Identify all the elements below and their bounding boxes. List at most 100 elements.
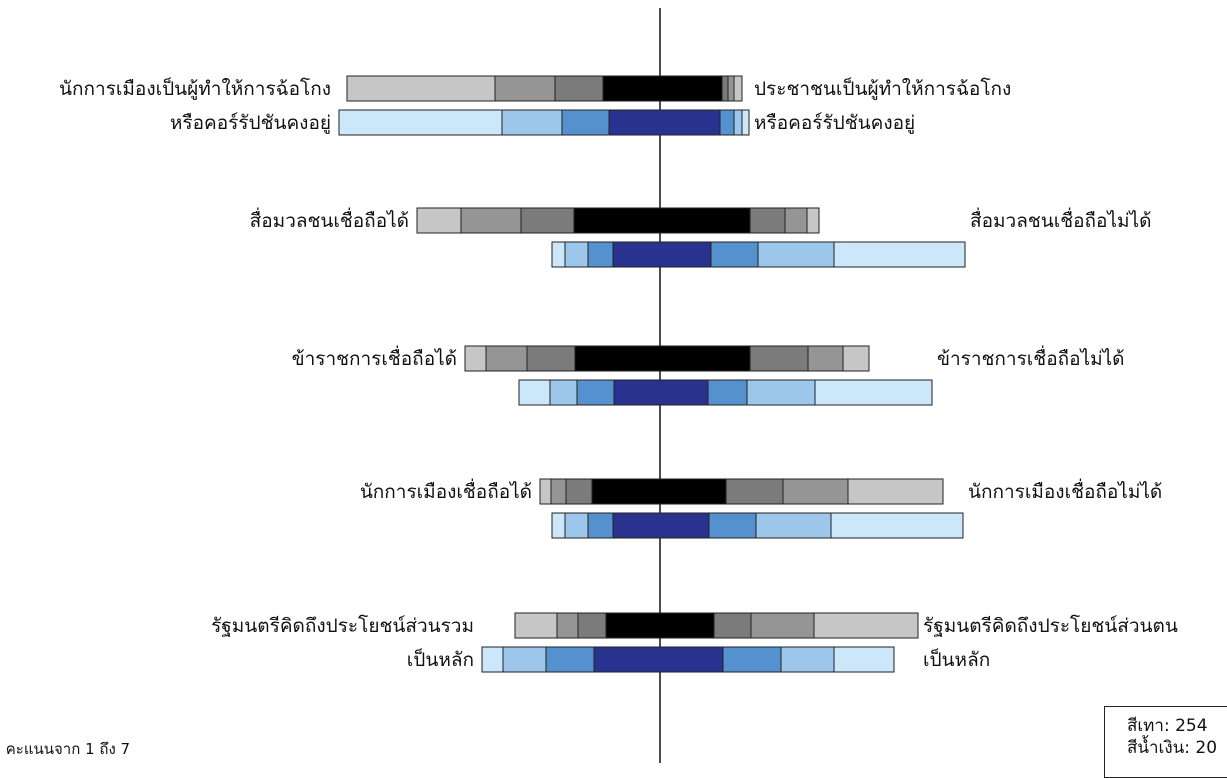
grey-bar-item-3-segment-5 — [749, 345, 809, 372]
blue-bar-item-5 — [481, 646, 895, 673]
right-label-item-1-line-1: ประชาชนเป็นผู้ทำให้การฉ้อโกง — [754, 76, 1011, 100]
grey-bar-item-3-segment-7 — [842, 345, 870, 372]
scale-note-text: คะแนนจาก 1 ถึง 7 — [5, 740, 131, 758]
grey-bar-item-1-segment-2 — [494, 75, 556, 102]
blue-bar-item-4-segment-4 — [612, 512, 710, 539]
legend-box: สีเทา: 254 สีน้ำเงิน: 20 — [1104, 706, 1227, 778]
blue-bar-item-5-segment-5 — [722, 646, 782, 673]
right-label-item-5-line-2: เป็นหลัก — [923, 647, 990, 671]
grey-bar-item-2-segment-1 — [416, 207, 462, 234]
blue-bar-item-5-segment-4 — [593, 646, 724, 673]
grey-bar-item-4 — [539, 478, 944, 505]
blue-bar-item-5-segment-3 — [545, 646, 595, 673]
blue-bar-item-5-segment-2 — [502, 646, 547, 673]
right-label-item-5: รัฐมนตรีคิดถึงประโยชน์ส่วนตนเป็นหลัก — [923, 614, 1178, 671]
grey-bar-item-5-segment-5 — [713, 612, 752, 639]
blue-bar-item-3-segment-1 — [518, 379, 551, 406]
blue-bar-item-1-segment-4 — [608, 109, 721, 136]
grey-bar-item-2-segment-2 — [460, 207, 522, 234]
grey-bar-item-4-segment-7 — [847, 478, 944, 505]
right-label-item-4: นักการเมืองเชื่อถือไม่ได้ — [968, 478, 1162, 503]
blue-bar-item-3-segment-6 — [746, 379, 816, 406]
legend-blue: สีน้ำเงิน: 20 — [1127, 738, 1218, 758]
left-label-item-1: นักการเมืองเป็นผู้ทำให้การฉ้อโกงหรือคอร์… — [59, 76, 331, 134]
grey-bar-item-3 — [464, 345, 870, 372]
grey-bar-item-4-segment-2 — [550, 478, 567, 505]
grey-bar-item-3-segment-3 — [526, 345, 576, 372]
blue-bar-item-2-segment-7 — [833, 241, 966, 268]
left-label-item-5-line-1: รัฐมนตรีคิดถึงประโยชน์ส่วนรวม — [211, 614, 474, 637]
grey-bar-item-5-segment-3 — [577, 612, 607, 639]
grey-bar-item-5-segment-7 — [813, 612, 919, 639]
blue-bar-item-5-segment-7 — [833, 646, 895, 673]
blue-bar-item-4 — [551, 512, 964, 539]
blue-bar-item-4-segment-5 — [708, 512, 757, 539]
right-label-item-3-line-1: ข้าราชการเชื่อถือไม่ได้ — [937, 345, 1125, 370]
blue-bar-item-4-segment-7 — [830, 512, 964, 539]
grey-bar-item-2-segment-6 — [784, 207, 808, 234]
grey-bar-item-5-segment-2 — [556, 612, 579, 639]
blue-bar-item-4-segment-6 — [755, 512, 832, 539]
right-label-item-2: สื่อมวลชนเชื่อถือไม่ได้ — [970, 207, 1151, 232]
blue-bar-item-3-segment-5 — [707, 379, 748, 406]
grey-bar-item-1-segment-6 — [727, 75, 735, 102]
blue-bar-item-1-segment-6 — [733, 109, 743, 136]
blue-bar-item-1 — [338, 109, 750, 136]
right-label-item-1: ประชาชนเป็นผู้ทำให้การฉ้อโกงหรือคอร์รัปช… — [754, 76, 1011, 134]
grey-bar-item-1-segment-3 — [554, 75, 604, 102]
grey-bar-item-2 — [416, 207, 820, 234]
grey-bar-item-4-segment-1 — [539, 478, 552, 505]
grey-bar-item-1-segment-4 — [602, 75, 723, 102]
grey-bar-item-4-segment-6 — [782, 478, 849, 505]
blue-bar-item-5-segment-1 — [481, 646, 504, 673]
scale-note: ม: คะแนนจาก 1 ถึง 7 — [0, 737, 130, 761]
grey-bar-item-1 — [346, 75, 743, 102]
right-label-item-1-line-2: หรือคอร์รัปชันคงอยู่ — [754, 112, 915, 134]
left-label-item-2: สื่อมวลชนเชื่อถือได้ — [250, 207, 409, 232]
grey-bar-item-4-segment-3 — [565, 478, 593, 505]
blue-bar-item-3-segment-3 — [576, 379, 615, 406]
left-label-item-1-line-2: หรือคอร์รัปชันคงอยู่ — [170, 112, 331, 134]
grey-bar-item-3-segment-4 — [574, 345, 751, 372]
blue-bar-item-3 — [518, 379, 933, 406]
blue-bar-item-2-segment-6 — [757, 241, 835, 268]
blue-bar-item-1-segment-1 — [338, 109, 503, 136]
grey-bar-item-1-segment-5 — [721, 75, 729, 102]
scale-note-prefix: ม: — [0, 740, 1, 758]
grey-bar-item-5-segment-4 — [605, 612, 715, 639]
grey-bar-item-2-segment-5 — [749, 207, 786, 234]
left-label-item-2-line-1: สื่อมวลชนเชื่อถือได้ — [250, 207, 409, 232]
blue-bar-item-5-segment-6 — [780, 646, 835, 673]
legend-grey: สีเทา: 254 — [1127, 716, 1208, 736]
left-label-item-4-line-1: นักการเมืองเชื่อถือได้ — [360, 478, 532, 503]
grey-bar-item-3-segment-1 — [464, 345, 487, 372]
blue-bar-item-3-segment-4 — [613, 379, 709, 406]
blue-bar-item-2-segment-1 — [551, 241, 566, 268]
grey-bar-item-2-segment-3 — [520, 207, 575, 234]
grey-bar-item-1-segment-1 — [346, 75, 496, 102]
grey-bar-item-4-segment-4 — [591, 478, 727, 505]
right-label-item-5-line-1: รัฐมนตรีคิดถึงประโยชน์ส่วนตน — [923, 614, 1178, 637]
left-label-item-3: ข้าราชการเชื่อถือได้ — [292, 345, 457, 370]
blue-bar-item-3-segment-7 — [814, 379, 933, 406]
grey-bar-item-2-segment-4 — [573, 207, 751, 234]
left-label-item-4: นักการเมืองเชื่อถือได้ — [360, 478, 532, 503]
grey-bar-item-4-segment-5 — [725, 478, 784, 505]
left-label-item-1-line-1: นักการเมืองเป็นผู้ทำให้การฉ้อโกง — [59, 76, 331, 100]
right-label-item-4-line-1: นักการเมืองเชื่อถือไม่ได้ — [968, 478, 1162, 503]
right-label-item-2-line-1: สื่อมวลชนเชื่อถือไม่ได้ — [970, 207, 1151, 232]
grey-bar-item-5-segment-1 — [514, 612, 558, 639]
right-label-item-3: ข้าราชการเชื่อถือไม่ได้ — [937, 345, 1125, 370]
blue-bar-item-1-segment-3 — [561, 109, 610, 136]
blue-bar-item-1-segment-5 — [719, 109, 735, 136]
blue-bar-item-2-segment-3 — [587, 241, 614, 268]
left-label-item-5: รัฐมนตรีคิดถึงประโยชน์ส่วนรวมเป็นหลัก — [211, 614, 474, 671]
left-label-item-3-line-1: ข้าราชการเชื่อถือได้ — [292, 345, 457, 370]
blue-bar-item-2 — [551, 241, 966, 268]
grey-bar-item-3-segment-2 — [485, 345, 528, 372]
blue-bar-item-2-segment-2 — [564, 241, 589, 268]
blue-bar-item-3-segment-2 — [549, 379, 578, 406]
blue-bar-item-4-segment-3 — [587, 512, 614, 539]
grey-bar-item-3-segment-6 — [807, 345, 844, 372]
